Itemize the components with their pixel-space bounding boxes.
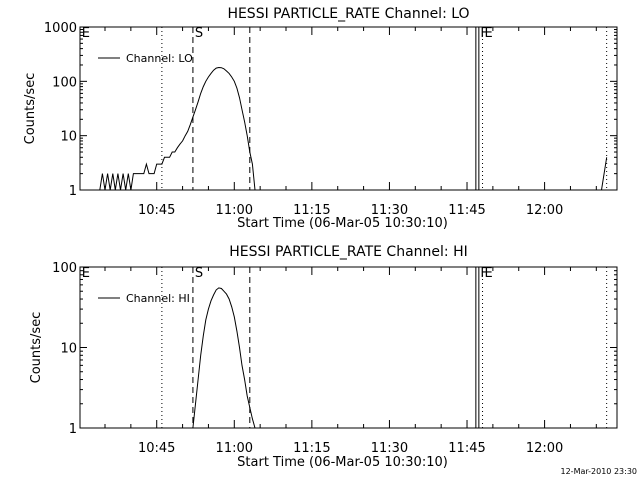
y-tick-label: 100 (52, 75, 77, 90)
marker-label: E (485, 266, 493, 281)
x-tick-label: 11:15 (293, 441, 330, 456)
x-tick-label: 11:45 (448, 441, 485, 456)
marker-label: S (195, 26, 203, 41)
y-axis-label: Counts/sec (23, 73, 38, 145)
y-tick-label: 1 (69, 184, 77, 199)
x-tick-label: 11:00 (216, 441, 253, 456)
x-tick-label: 11:00 (216, 203, 253, 218)
marker-label: S (195, 266, 203, 281)
y-tick-label: 10 (60, 130, 77, 145)
x-axis-label: Start Time (06-Mar-05 10:30:10) (237, 455, 448, 470)
marker-label: F (480, 266, 487, 281)
series-line (192, 287, 256, 429)
series-line (601, 157, 608, 191)
marker-label: E (485, 26, 493, 41)
panel-hi: HESSI PARTICLE_RATE Channel: HI 1 10 100 10:… (29, 244, 637, 476)
x-tick-label: 10:45 (138, 441, 175, 456)
x-tick-label: 11:30 (371, 203, 408, 218)
plot-frame (79, 26, 618, 191)
y-tick-label: 10 (60, 342, 77, 357)
x-tick-label: 12:00 (526, 441, 563, 456)
x-tick-label: 11:30 (371, 441, 408, 456)
y-tick-label: 1000 (44, 21, 77, 36)
panel-lo: HESSI PARTICLE_RATE Channel: LO 1 10 100 100… (23, 6, 618, 231)
x-tick-label: 12:00 (526, 203, 563, 218)
y-tick-label: 1 (69, 422, 77, 437)
y-axis-label: Counts/sec (29, 312, 44, 384)
legend-label: Channel: HI (126, 292, 190, 305)
x-tick-label: 10:45 (138, 203, 175, 218)
timestamp-label: 12-Mar-2010 23:30 (561, 467, 638, 476)
x-tick-label: 11:15 (293, 203, 330, 218)
marker-label: F (480, 26, 487, 41)
series-line (99, 66, 256, 191)
x-axis-label: Start Time (06-Mar-05 10:30:10) (237, 216, 448, 231)
y-tick-label: 100 (52, 261, 77, 276)
chart-title: HESSI PARTICLE_RATE Channel: HI (229, 244, 467, 260)
marker-label: E (82, 266, 90, 281)
legend-label: Channel: LO (126, 52, 193, 65)
chart-title: HESSI PARTICLE_RATE Channel: LO (227, 6, 469, 22)
x-tick-label: 11:45 (448, 203, 485, 218)
marker-label: E (82, 26, 90, 41)
